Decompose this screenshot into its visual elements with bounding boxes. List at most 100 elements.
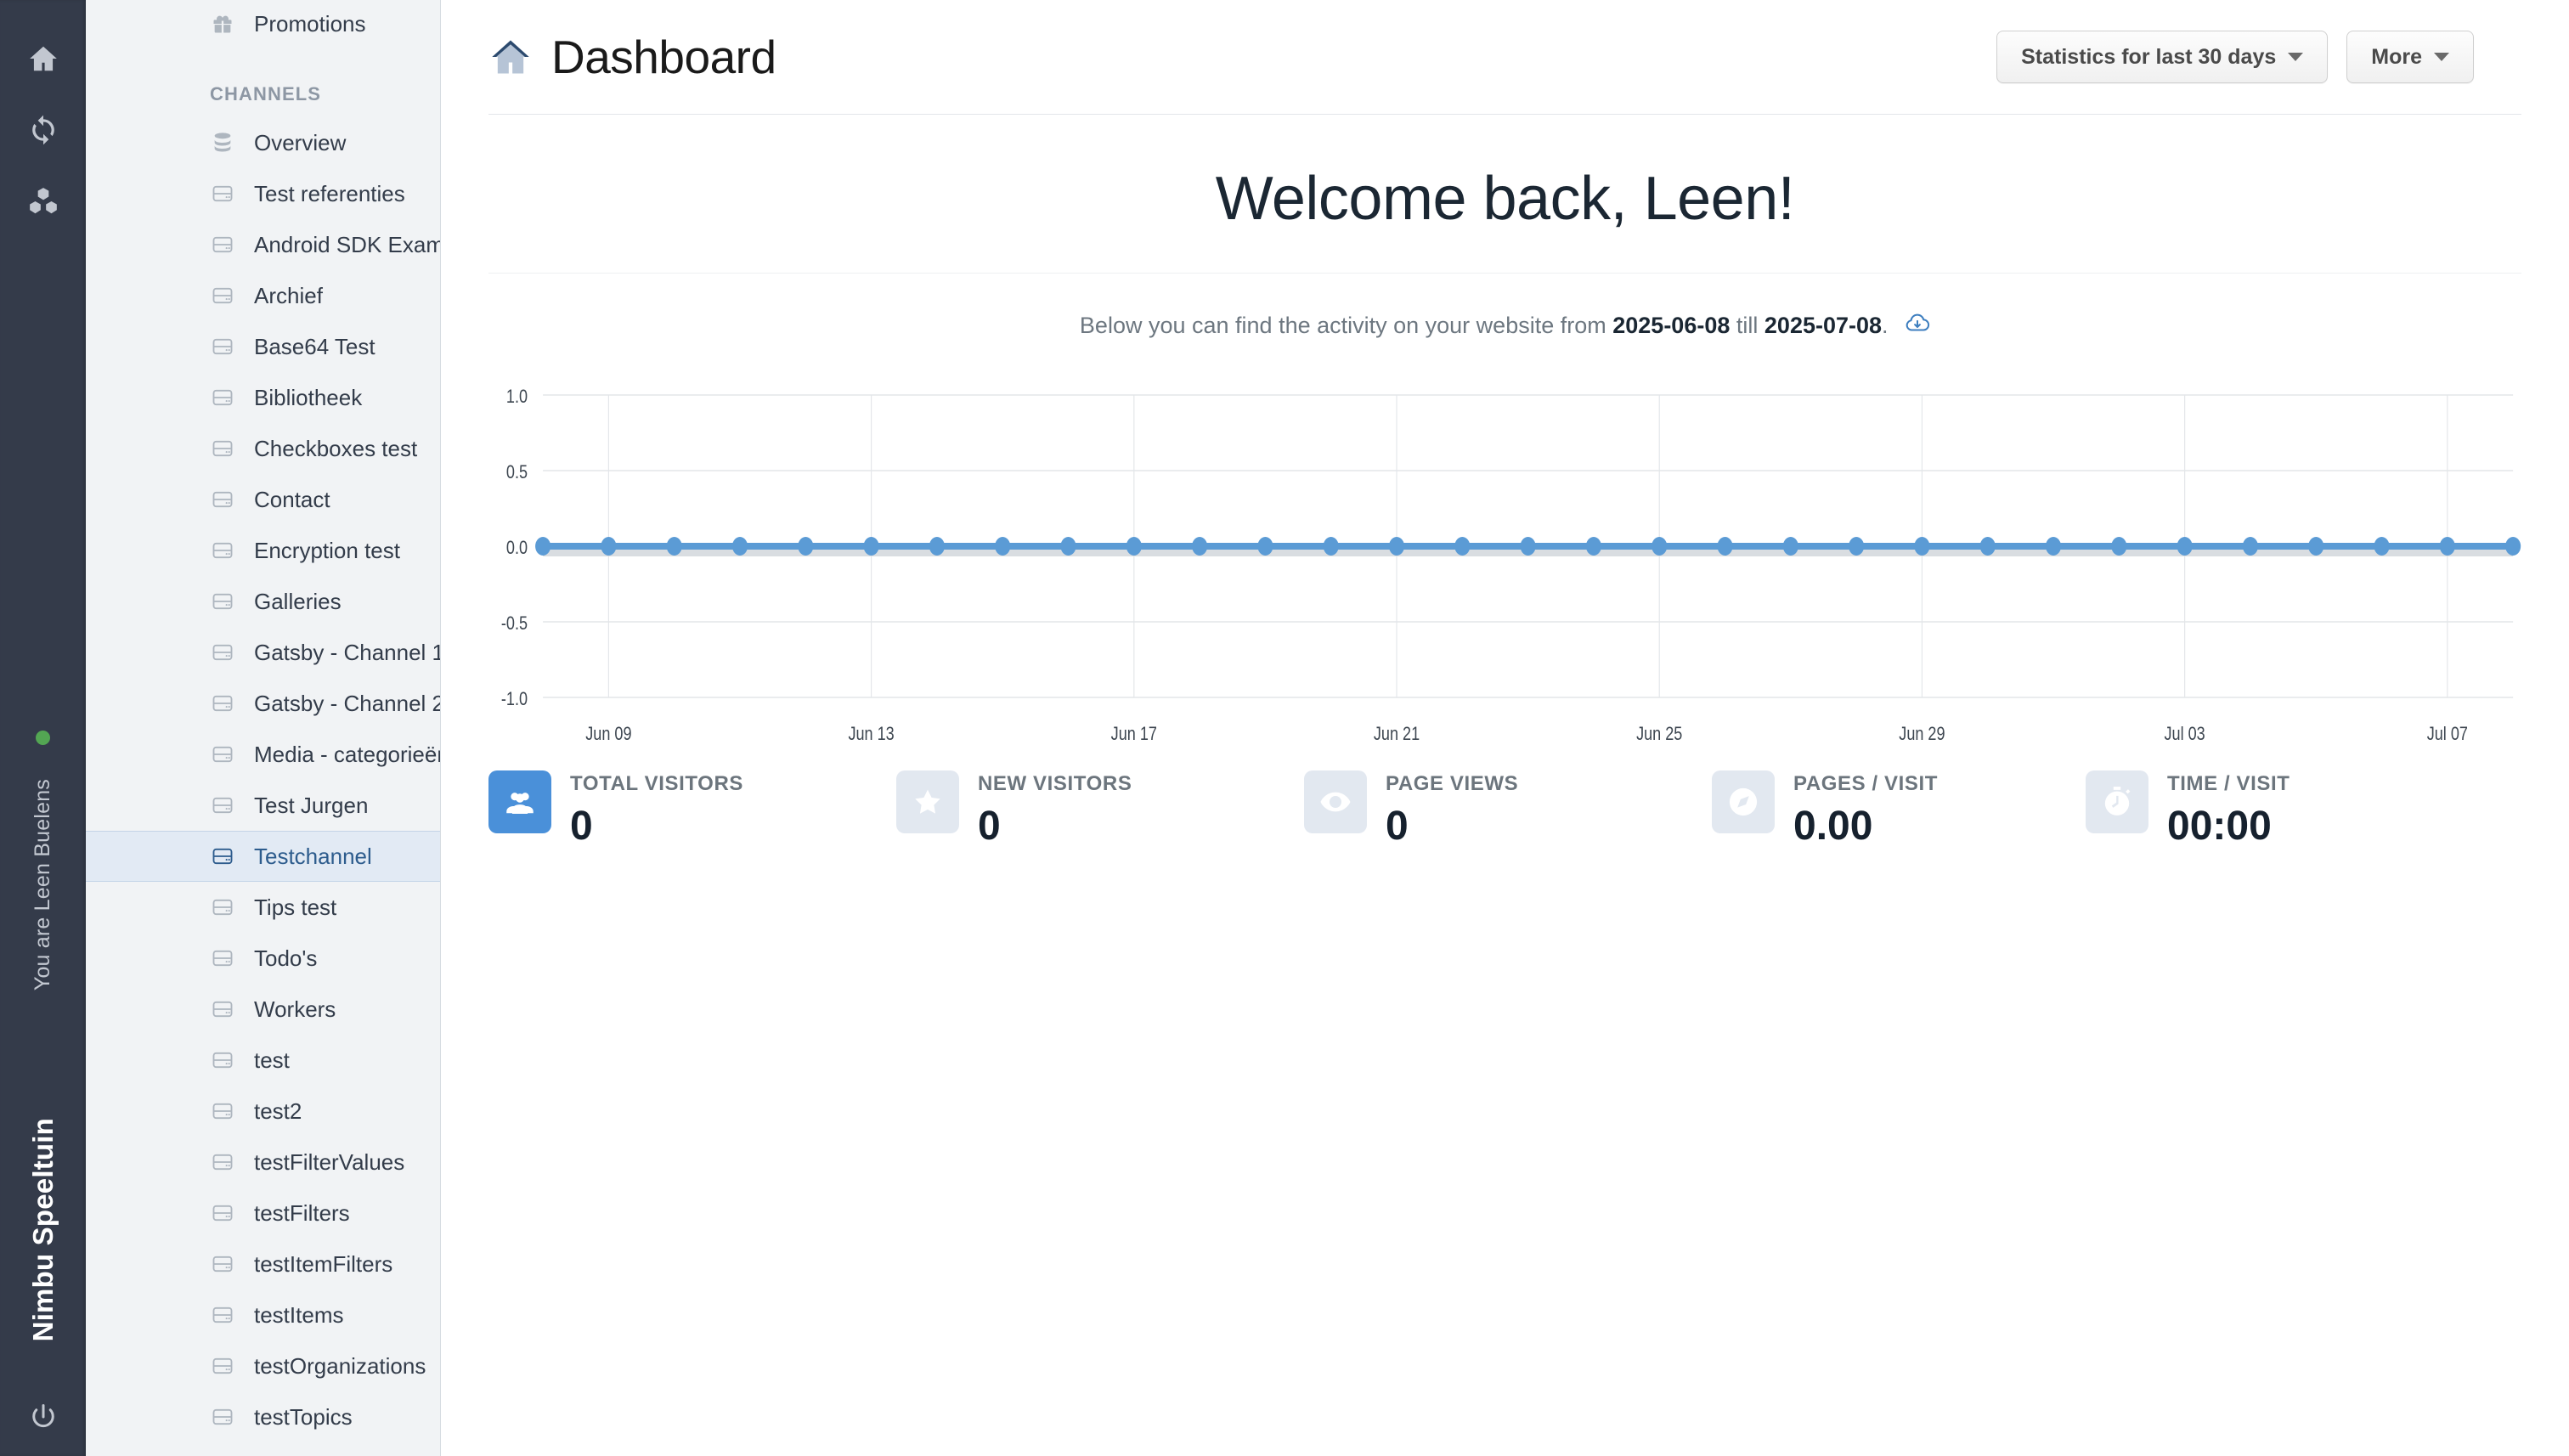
sidebar-item-testitems[interactable]: testItems (86, 1290, 440, 1340)
chart-xtick-label: Jun 13 (848, 724, 894, 744)
chart-point[interactable] (731, 537, 748, 556)
sidebar-item-testtopics[interactable]: testTopics (86, 1391, 440, 1442)
sidebar-item-gatsby-channel-2[interactable]: Gatsby - Channel 2 (86, 678, 440, 729)
sidebar-item-tips-test[interactable]: Tips test (86, 882, 440, 933)
sidebar-item-label: Testchannel (254, 843, 372, 869)
chart-point[interactable] (1520, 537, 1536, 556)
chart-point[interactable] (1323, 537, 1339, 556)
chart-point[interactable] (1782, 537, 1798, 556)
subline-prefix: Below you can find the activity on your … (1079, 313, 1606, 338)
sidebar-item-label: Encryption test (254, 537, 400, 563)
stat-value: 0.00 (1793, 804, 1873, 849)
chart-point[interactable] (2439, 537, 2455, 556)
sidebar-item-test2[interactable]: test2 (86, 1086, 440, 1137)
sidebar-item-checkboxes-test[interactable]: Checkboxes test (86, 423, 440, 474)
chart-point[interactable] (995, 537, 1011, 556)
sidebar-item-android-sdk-example[interactable]: Android SDK Example (86, 219, 440, 270)
channel-icon (210, 538, 235, 563)
home-icon[interactable] (25, 41, 61, 76)
sidebar-item-promotions[interactable]: Promotions (86, 0, 440, 48)
chart-point[interactable] (2111, 537, 2127, 556)
sidebar-item-test[interactable]: test (86, 1035, 440, 1086)
sidebar-item-label: Gatsby - Channel 1 (254, 639, 441, 665)
sidebar-item-contact[interactable]: Contact (86, 474, 440, 525)
sidebar-item-bibliotheek[interactable]: Bibliotheek (86, 372, 440, 423)
chart-point[interactable] (1388, 537, 1405, 556)
logout-button[interactable] (0, 1402, 86, 1432)
chart-point[interactable] (863, 537, 879, 556)
stat-value: 00:00 (2167, 804, 2272, 849)
sidebar-item-testfilters[interactable]: testFilters (86, 1188, 440, 1239)
chart-point[interactable] (2308, 537, 2324, 556)
sidebar-item-label: test (254, 1047, 290, 1073)
sidebar-item-testfiltervalues[interactable]: testFilterValues (86, 1137, 440, 1188)
channel-icon (210, 385, 235, 410)
chart-point[interactable] (2045, 537, 2062, 556)
sidebar-item-gatsby-channel-1[interactable]: Gatsby - Channel 1 (86, 627, 440, 678)
sidebar-item-testorganizations[interactable]: testOrganizations (86, 1340, 440, 1391)
sidebar-item-encryption-test[interactable]: Encryption test (86, 525, 440, 576)
subline-mid: till (1736, 313, 1759, 338)
chart-point[interactable] (535, 537, 551, 556)
cloud-download-icon[interactable] (1905, 311, 1930, 342)
sidebar-item-test-referenties[interactable]: Test referenties (86, 168, 440, 219)
sidebar-item-label: test2 (254, 1098, 302, 1124)
stat-card-total-visitors[interactable]: TOTAL VISITORS 0 (488, 770, 896, 849)
channel-sidebar[interactable]: Promotions CHANNELS Overview Test refere… (86, 0, 441, 1456)
sidebar-item-label: Gatsby - Channel 2 (254, 690, 441, 716)
sidebar-item-workers[interactable]: Workers (86, 984, 440, 1035)
chart-point[interactable] (666, 537, 682, 556)
page-header: Dashboard Statistics for last 30 days Mo… (488, 0, 2521, 115)
statistics-range-button[interactable]: Statistics for last 30 days (1996, 31, 2329, 83)
chart-ytick-label: -0.5 (501, 613, 528, 634)
sidebar-item-galleries[interactable]: Galleries (86, 576, 440, 627)
channel-icon (210, 1200, 235, 1226)
chart-point[interactable] (1454, 537, 1471, 556)
stat-card-page-views[interactable]: PAGE VIEWS 0 (1304, 770, 1712, 849)
sidebar-item-base64-test[interactable]: Base64 Test (86, 321, 440, 372)
sidebar-item-todo-s[interactable]: Todo's (86, 933, 440, 984)
star-icon (896, 770, 959, 833)
sidebar-group-channels: CHANNELS (210, 83, 322, 104)
chart-point[interactable] (1257, 537, 1273, 556)
global-nav-rail: You are Leen Buelens Nimbu Speeltuin (0, 0, 86, 1456)
stat-value: 0 (978, 804, 1001, 849)
cubes-icon[interactable] (25, 183, 61, 219)
chart-point[interactable] (1652, 537, 1668, 556)
chart-point[interactable] (929, 537, 945, 556)
chart-point[interactable] (1979, 537, 1996, 556)
chart-xtick-label: Jun 29 (1899, 724, 1945, 744)
sidebar-item-label: Archief (254, 282, 323, 308)
chart-point[interactable] (1060, 537, 1076, 556)
sidebar-item-archief[interactable]: Archief (86, 270, 440, 321)
chart-point[interactable] (1126, 537, 1142, 556)
sidebar-item-testitemfilters[interactable]: testItemFilters (86, 1239, 440, 1290)
chart-point[interactable] (1585, 537, 1601, 556)
chart-point[interactable] (2505, 537, 2521, 556)
chart-point[interactable] (2177, 537, 2193, 556)
sidebar-item-overview[interactable]: Overview (86, 117, 440, 168)
stat-label: TIME / VISIT (2167, 772, 2290, 795)
chart-point[interactable] (1914, 537, 1930, 556)
sidebar-item-testchannel[interactable]: Testchannel (86, 831, 440, 882)
channel-icon (210, 487, 235, 512)
sync-icon[interactable] (25, 112, 61, 148)
chart-point[interactable] (1717, 537, 1733, 556)
stat-card-pages-visit[interactable]: PAGES / VISIT 0.00 (1712, 770, 2086, 849)
channel-icon (210, 334, 235, 359)
sidebar-item-media-categorie-n[interactable]: Media - categorieën (86, 729, 440, 780)
people-icon (488, 770, 551, 833)
chart-point[interactable] (601, 537, 617, 556)
chart-point[interactable] (2242, 537, 2258, 556)
more-button[interactable]: More (2346, 31, 2474, 83)
chart-point[interactable] (798, 537, 814, 556)
chart-point[interactable] (1849, 537, 1865, 556)
chart-point[interactable] (1192, 537, 1208, 556)
sidebar-item-label: Todo's (254, 945, 318, 971)
channel-icon (210, 1302, 235, 1328)
sidebar-item-test-jurgen[interactable]: Test Jurgen (86, 780, 440, 831)
chart-point[interactable] (2374, 537, 2390, 556)
compass-icon (1712, 770, 1775, 833)
stat-card-time-visit[interactable]: TIME / VISIT 00:00 (2086, 770, 2290, 849)
stat-card-new-visitors[interactable]: NEW VISITORS 0 (896, 770, 1304, 849)
